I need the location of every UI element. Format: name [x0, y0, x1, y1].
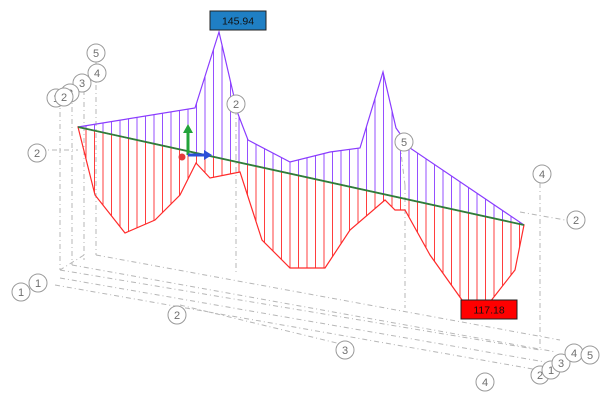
- svg-text:4: 4: [482, 377, 488, 389]
- negative-moment-diagram[interactable]: [77, 126, 525, 303]
- svg-text:2: 2: [537, 370, 543, 382]
- grid-marker-marker-1-left-a: 1: [11, 282, 31, 302]
- grid-marker-marker-2-front: 2: [167, 305, 187, 325]
- min-value-label: 117.18: [460, 299, 518, 320]
- structural-grid: [40, 62, 566, 373]
- max-value-text: 145.94: [222, 16, 254, 28]
- svg-text:5: 5: [93, 48, 99, 60]
- grid-marker-marker-4-top: 4: [87, 63, 107, 83]
- negative-moment-hatching: [85, 128, 520, 302]
- coordinate-axis-triad: [178, 124, 212, 161]
- z-axis-arrowhead: [204, 150, 212, 160]
- grid-marker-marker-3-br: 3: [551, 353, 571, 373]
- svg-text:3: 3: [558, 358, 564, 370]
- svg-text:5: 5: [401, 137, 407, 149]
- svg-text:2: 2: [34, 148, 40, 160]
- x-axis-arrow: [178, 153, 186, 161]
- svg-text:3: 3: [342, 345, 348, 357]
- grid-marker-marker-5-mid: 5: [394, 132, 414, 152]
- grid-marker-marker-4-right: 4: [532, 164, 552, 184]
- svg-text:1: 1: [18, 287, 24, 299]
- svg-text:4: 4: [571, 348, 577, 360]
- min-value-text: 117.18: [473, 305, 504, 317]
- grid-marker-marker-2-mid: 2: [226, 94, 246, 114]
- svg-text:2: 2: [61, 92, 67, 104]
- max-value-label: 145.94: [209, 10, 267, 31]
- grid-marker-marker-4-front: 4: [475, 372, 495, 392]
- svg-text:2: 2: [174, 310, 180, 322]
- grid-marker-marker-2-right: 2: [566, 210, 586, 230]
- grid-marker-marker-2-top-b: 2: [54, 87, 74, 107]
- grid-marker-marker-5-top: 5: [86, 43, 106, 63]
- svg-text:1: 1: [35, 278, 41, 290]
- svg-text:4: 4: [94, 68, 100, 80]
- svg-text:3: 3: [79, 78, 85, 90]
- svg-text:4: 4: [539, 169, 545, 181]
- grid-marker-marker-3-front: 3: [335, 340, 355, 360]
- beam-element[interactable]: [77, 126, 525, 226]
- y-axis-arrowhead: [183, 124, 193, 133]
- positive-moment-diagram[interactable]: [77, 29, 525, 226]
- grid-marker-marker-4-br: 4: [564, 343, 584, 363]
- positive-moment-hatching: [85, 44, 520, 225]
- grid-marker-marker-2-left: 2: [27, 143, 47, 163]
- svg-text:5: 5: [587, 350, 593, 362]
- svg-text:1: 1: [548, 365, 554, 377]
- svg-text:2: 2: [573, 215, 579, 227]
- grid-marker-marker-1-left-b: 1: [28, 273, 48, 293]
- grid-marker-marker-5-br: 5: [580, 345, 600, 365]
- grid-markers: 543212225421123421345: [11, 43, 600, 392]
- svg-text:2: 2: [233, 99, 239, 111]
